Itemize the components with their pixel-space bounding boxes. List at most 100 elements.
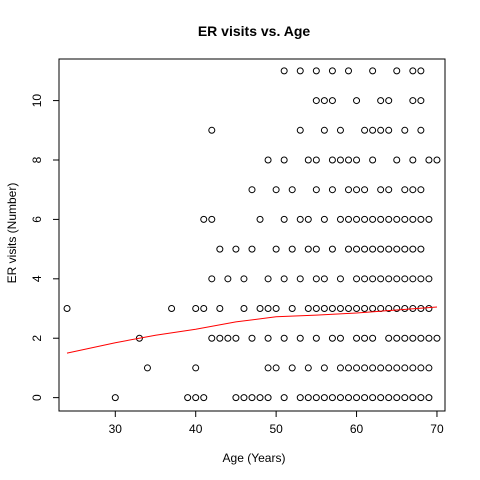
data-point — [328, 305, 336, 313]
data-point — [336, 275, 344, 283]
data-point — [385, 215, 393, 223]
x-tick-label: 40 — [189, 422, 203, 436]
data-point — [312, 394, 320, 402]
data-point — [417, 364, 425, 372]
data-point — [377, 245, 385, 253]
data-point — [135, 334, 143, 342]
data-point — [361, 364, 369, 372]
data-point — [264, 275, 272, 283]
y-tick-label: 10 — [30, 94, 44, 108]
x-tick-label: 60 — [350, 422, 364, 436]
data-point — [401, 275, 409, 283]
data-point — [425, 275, 433, 283]
data-point — [409, 334, 417, 342]
data-point — [312, 186, 320, 194]
data-point — [353, 186, 361, 194]
data-point — [377, 215, 385, 223]
data-point — [393, 215, 401, 223]
data-point — [353, 364, 361, 372]
data-point — [425, 394, 433, 402]
data-point — [296, 275, 304, 283]
data-point — [353, 215, 361, 223]
data-point — [361, 126, 369, 134]
y-tick-label: 0 — [30, 394, 44, 401]
data-point — [385, 126, 393, 134]
data-point — [377, 394, 385, 402]
data-point — [192, 394, 200, 402]
data-point — [320, 215, 328, 223]
data-point — [401, 394, 409, 402]
data-point — [272, 364, 280, 372]
y-tick-label: 4 — [30, 275, 44, 282]
data-point — [232, 394, 240, 402]
data-point — [224, 275, 232, 283]
data-point — [409, 364, 417, 372]
data-point — [248, 334, 256, 342]
data-point — [336, 126, 344, 134]
data-point — [320, 275, 328, 283]
plot-frame — [58, 58, 446, 412]
data-point — [401, 186, 409, 194]
y-tick-label: 8 — [30, 156, 44, 163]
data-point — [393, 245, 401, 253]
data-point — [280, 215, 288, 223]
data-point — [353, 156, 361, 164]
data-point — [353, 394, 361, 402]
data-point — [296, 215, 304, 223]
data-point — [417, 67, 425, 75]
data-point — [353, 97, 361, 105]
data-point — [345, 364, 352, 372]
data-point — [272, 305, 280, 313]
data-point — [401, 126, 409, 134]
data-point — [208, 126, 216, 134]
data-point — [385, 305, 393, 313]
data-point — [393, 364, 401, 372]
data-point — [401, 334, 409, 342]
data-point — [353, 334, 361, 342]
data-point — [312, 67, 320, 75]
data-point — [312, 97, 320, 105]
data-point — [264, 334, 272, 342]
data-point — [192, 364, 200, 372]
data-point — [345, 156, 352, 164]
data-point — [377, 186, 385, 194]
data-point — [361, 186, 369, 194]
data-point — [345, 394, 352, 402]
data-point — [417, 275, 425, 283]
data-point — [369, 334, 377, 342]
data-point — [328, 245, 336, 253]
data-point — [208, 334, 216, 342]
data-point — [200, 394, 208, 402]
data-point — [409, 245, 417, 253]
data-point — [417, 215, 425, 223]
data-point — [224, 334, 232, 342]
data-point — [401, 245, 409, 253]
data-point — [409, 97, 417, 105]
x-axis-label: Age (Years) — [223, 451, 286, 465]
data-point — [240, 305, 248, 313]
data-point — [184, 394, 192, 402]
data-point — [361, 334, 369, 342]
data-point — [425, 305, 433, 313]
x-tick-label: 70 — [430, 422, 444, 436]
data-point — [409, 275, 417, 283]
data-point — [345, 215, 352, 223]
data-point — [401, 364, 409, 372]
data-point — [417, 245, 425, 253]
data-point — [216, 305, 224, 313]
data-point — [401, 215, 409, 223]
data-point — [280, 334, 288, 342]
data-point — [336, 394, 344, 402]
data-point — [336, 334, 344, 342]
data-point — [409, 156, 417, 164]
data-point — [369, 275, 377, 283]
data-point — [320, 126, 328, 134]
data-point — [111, 394, 119, 402]
data-point — [296, 126, 304, 134]
data-point — [256, 215, 264, 223]
data-point — [417, 394, 425, 402]
data-point — [385, 245, 393, 253]
data-point — [208, 275, 216, 283]
data-point — [425, 215, 433, 223]
